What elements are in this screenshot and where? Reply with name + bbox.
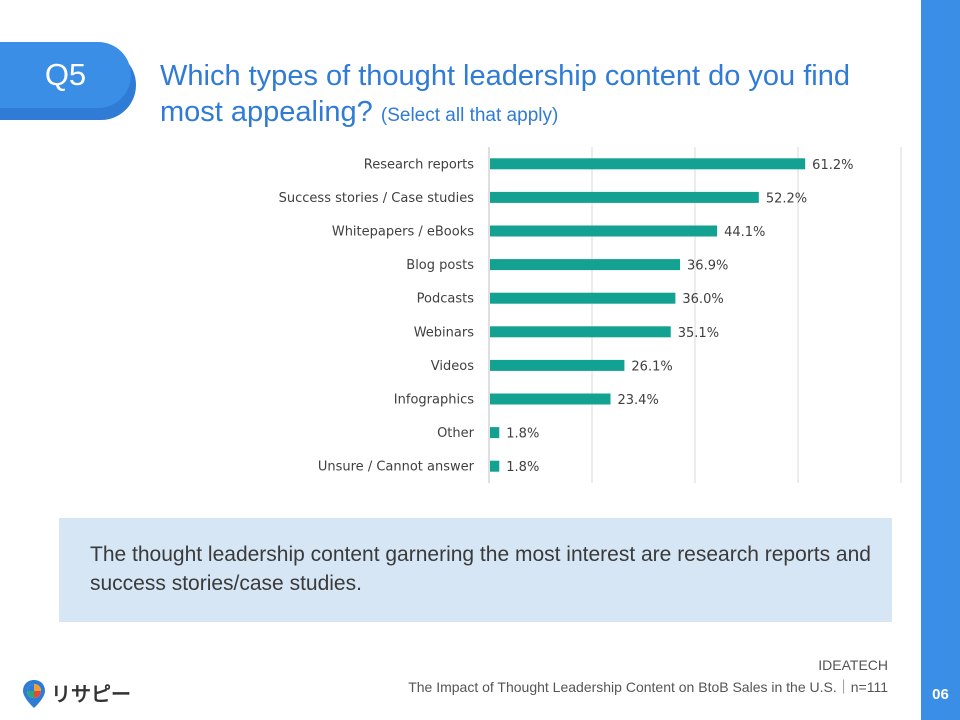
- value-label: 1.8%: [506, 427, 539, 442]
- bar: [490, 359, 625, 371]
- question-tab: [0, 42, 131, 108]
- source-organization: IDEATECH: [818, 657, 888, 673]
- value-label: 35.1%: [678, 326, 719, 341]
- value-label: 44.1%: [724, 225, 765, 240]
- category-label: Other: [437, 426, 475, 441]
- bar: [490, 259, 681, 271]
- value-label: 36.0%: [682, 292, 723, 307]
- category-label: Blog posts: [406, 258, 474, 273]
- question-title: Which types of thought leadership conten…: [160, 58, 900, 134]
- risapy-logo: リサピー: [23, 680, 131, 708]
- bar: [490, 158, 806, 170]
- summary-text: The thought leadership content garnering…: [90, 543, 871, 595]
- category-label: Success stories / Case studies: [279, 191, 475, 206]
- category-label: Webinars: [414, 325, 475, 340]
- bar-chart: Research reports 61.2% Success stories / C…: [279, 147, 902, 483]
- category-label: Videos: [431, 359, 474, 374]
- category-label: Infographics: [394, 393, 474, 408]
- value-label: 23.4%: [618, 393, 659, 408]
- summary-box: [59, 518, 892, 622]
- bar: [490, 427, 500, 439]
- value-label: 61.2%: [812, 158, 853, 173]
- source-citation: The Impact of Thought Leadership Content…: [408, 679, 888, 695]
- right-accent-bar: [921, 0, 960, 720]
- value-label: 26.1%: [631, 359, 672, 374]
- bar: [490, 191, 759, 203]
- bar: [490, 393, 611, 405]
- question-number: Q5: [44, 57, 87, 92]
- question-title-text: Which types of thought leadership conten…: [160, 60, 850, 128]
- category-label: Research reports: [364, 157, 474, 172]
- category-label: Podcasts: [417, 292, 475, 307]
- value-label: 1.8%: [506, 460, 539, 475]
- logo-text: リサピー: [51, 682, 131, 706]
- page-number: 06: [932, 686, 949, 703]
- pin-icon: [23, 680, 45, 708]
- category-label: Unsure / Cannot answer: [318, 460, 475, 475]
- bar: [490, 460, 500, 472]
- bar: [490, 225, 718, 237]
- category-label: Whitepapers / eBooks: [332, 225, 474, 240]
- value-label: 52.2%: [766, 191, 807, 206]
- value-label: 36.9%: [687, 259, 728, 274]
- bar: [490, 292, 676, 304]
- question-subtitle: (Select all that apply): [380, 105, 559, 126]
- bar: [490, 326, 671, 338]
